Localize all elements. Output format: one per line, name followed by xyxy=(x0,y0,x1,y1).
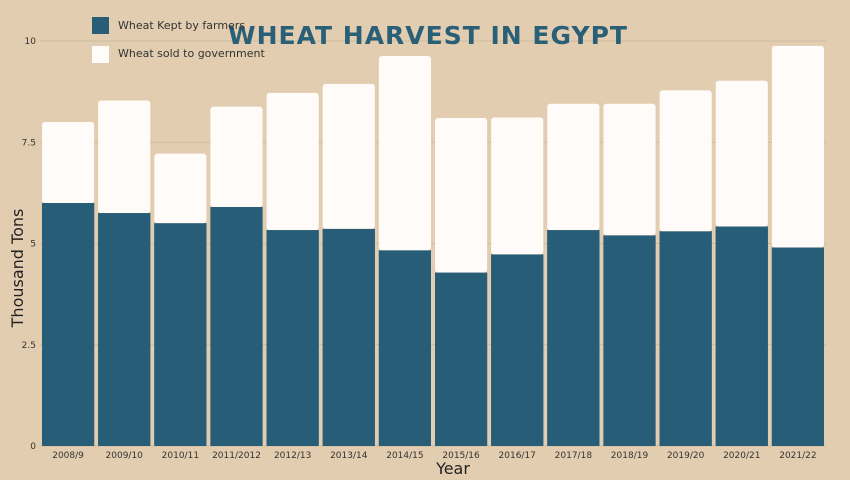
legend-label-government: Wheat sold to government xyxy=(118,47,265,60)
y-tick-label: 2.5 xyxy=(22,341,36,351)
x-axis-title: Year xyxy=(435,459,470,478)
y-axis-ticks: 0 2.5 5 7.5 10 xyxy=(22,37,37,452)
bar-farmers-fill-2020-21 xyxy=(715,226,768,446)
bar-government-2010-11 xyxy=(154,153,207,224)
x-tick-label: 2019/20 xyxy=(667,451,705,461)
bar-farmers-fill-2011-2012 xyxy=(210,207,263,446)
legend: Wheat Kept by farmers Wheat sold to gove… xyxy=(92,17,265,63)
bar-government-2008-9 xyxy=(42,122,95,203)
bar-government-2019-20 xyxy=(659,90,712,232)
bar-government-2014-15 xyxy=(378,55,431,251)
bar-farmers-fill-2014-15 xyxy=(378,250,431,446)
x-tick-label: 2016/17 xyxy=(499,451,536,461)
bar-farmers-fill-2013-14 xyxy=(322,228,375,446)
x-tick-label: 2013/14 xyxy=(330,451,368,461)
x-tick-label: 2015/16 xyxy=(442,451,480,461)
bar-farmers-fill-2008-9 xyxy=(42,203,95,446)
bar-farmers-fill-2012-13 xyxy=(266,230,319,446)
y-axis-title: Thousand Tons xyxy=(8,209,27,329)
bar-government-2009-10 xyxy=(98,100,151,214)
x-tick-label: 2009/10 xyxy=(106,451,144,461)
bar-farmers-fill-2015-16 xyxy=(435,272,488,446)
bar-farmers-fill-2018-19 xyxy=(603,235,656,446)
bar-government-2018-19 xyxy=(603,103,656,236)
x-tick-label: 2008/9 xyxy=(52,451,84,461)
y-tick-label: 10 xyxy=(25,37,37,47)
bar-government-2011-2012 xyxy=(210,106,263,208)
bar-farmers-fill-2009-10 xyxy=(98,213,151,446)
bar-government-2016-17 xyxy=(491,117,544,255)
x-tick-label: 2020/21 xyxy=(723,451,760,461)
bar-government-2017-18 xyxy=(547,103,600,231)
bar-government-2013-14 xyxy=(322,83,375,229)
x-tick-label: 2010/11 xyxy=(162,451,199,461)
legend-swatch-government xyxy=(92,46,109,63)
y-tick-label: 5 xyxy=(30,240,36,250)
x-tick-label: 2012/13 xyxy=(274,451,311,461)
bar-government-2021-22 xyxy=(771,45,824,248)
x-axis-ticks: 2008/9 2009/10 2010/11 2011/2012 2012/13 2013… xyxy=(52,451,816,461)
bar-government-2012-13 xyxy=(266,92,319,231)
bar-farmers-fill-2019-20 xyxy=(659,231,712,446)
y-tick-label: 0 xyxy=(30,442,36,452)
bar-farmers-fill-2017-18 xyxy=(547,230,600,446)
x-tick-label: 2017/18 xyxy=(555,451,593,461)
x-tick-label: 2018/19 xyxy=(611,451,649,461)
chart-title: WHEAT HARVEST IN EGYPT xyxy=(228,21,628,50)
legend-label-farmers: Wheat Kept by farmers xyxy=(118,19,245,32)
legend-swatch-farmers xyxy=(92,17,109,34)
bar-government-2015-16 xyxy=(435,117,488,273)
x-tick-label: 2021/22 xyxy=(779,451,816,461)
bar-farmers-fill-2010-11 xyxy=(154,223,207,446)
y-tick-label: 7.5 xyxy=(22,138,36,148)
x-tick-label: 2011/2012 xyxy=(212,451,261,461)
x-tick-label: 2014/15 xyxy=(386,451,423,461)
bar-farmers-fill-2016-17 xyxy=(491,254,544,446)
bar-farmers-fill-2021-22 xyxy=(771,247,824,446)
bar-government-2020-21 xyxy=(715,80,768,227)
bars-layer xyxy=(42,45,824,446)
